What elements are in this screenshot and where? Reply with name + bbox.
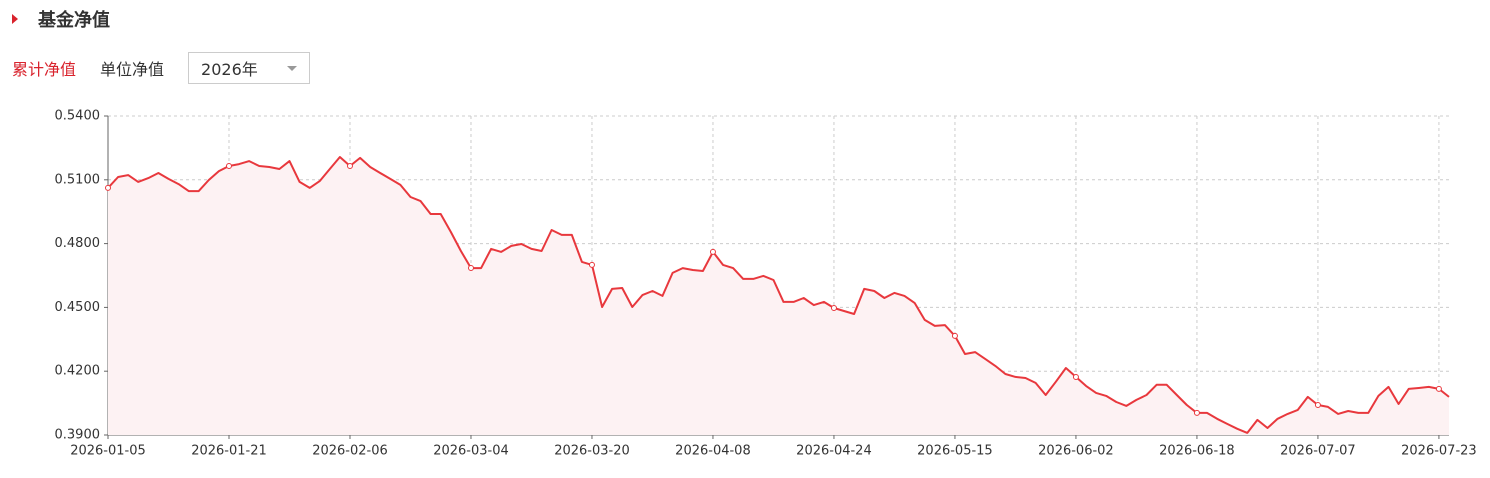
point-marker	[346, 162, 353, 169]
point-marker	[709, 248, 716, 255]
tab[interactable]: 单位净值	[100, 60, 165, 79]
x-tick-label: 2026-04-08	[675, 444, 751, 459]
area-fill	[108, 157, 1449, 435]
point-marker	[1193, 409, 1200, 416]
section-header: 基金净值	[12, 6, 110, 32]
x-tick-label: 2026-02-06	[312, 444, 388, 459]
line-series	[107, 156, 1450, 434]
x-tick-label: 2026-03-20	[554, 444, 630, 459]
point-marker	[225, 162, 232, 169]
y-tick-label: 0.3900	[55, 428, 101, 443]
select-value: 2026年	[201, 60, 258, 79]
select-caret	[287, 65, 298, 71]
point-marker	[467, 265, 474, 272]
x-tick-label: 2026-01-21	[191, 444, 267, 459]
point-marker	[1314, 402, 1321, 409]
x-tick-label: 2026-06-02	[1038, 444, 1114, 459]
point-marker	[105, 184, 111, 191]
point-marker	[1435, 385, 1442, 392]
point-marker	[1072, 373, 1079, 380]
point-marker	[588, 261, 595, 268]
tab[interactable]: 累计净值	[12, 60, 77, 79]
year-select[interactable]: 2026年	[188, 52, 311, 84]
x-tick-label: 2026-04-24	[796, 444, 872, 459]
section-title: 基金净值	[38, 10, 110, 31]
y-tick-label: 0.4200	[55, 364, 101, 379]
x-tick-label: 2026-01-05	[70, 444, 146, 459]
y-tick-label: 0.5100	[55, 172, 101, 187]
y-tick-label: 0.4500	[55, 300, 101, 315]
tab-bar: 累计净值 单位净值 2026年	[12, 52, 311, 84]
point-marker	[830, 305, 837, 312]
x-tick-label: 2026-06-18	[1159, 444, 1235, 459]
y-tick-label: 0.5400	[55, 109, 101, 124]
x-tick-label: 2026-05-15	[917, 444, 993, 459]
x-tick-label: 2026-07-23	[1401, 444, 1477, 459]
point-marker	[951, 332, 958, 339]
y-tick-label: 0.4800	[55, 236, 101, 251]
header-icon	[12, 14, 18, 24]
x-tick-label: 2026-07-07	[1280, 444, 1356, 459]
x-tick-label: 2026-03-04	[433, 444, 509, 459]
